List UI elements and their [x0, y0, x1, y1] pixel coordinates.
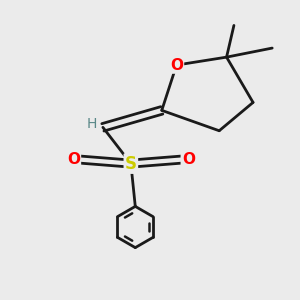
- Text: H: H: [86, 117, 97, 131]
- Text: S: S: [125, 154, 137, 172]
- Text: O: O: [182, 152, 195, 166]
- Text: O: O: [67, 152, 80, 166]
- Text: O: O: [170, 58, 183, 73]
